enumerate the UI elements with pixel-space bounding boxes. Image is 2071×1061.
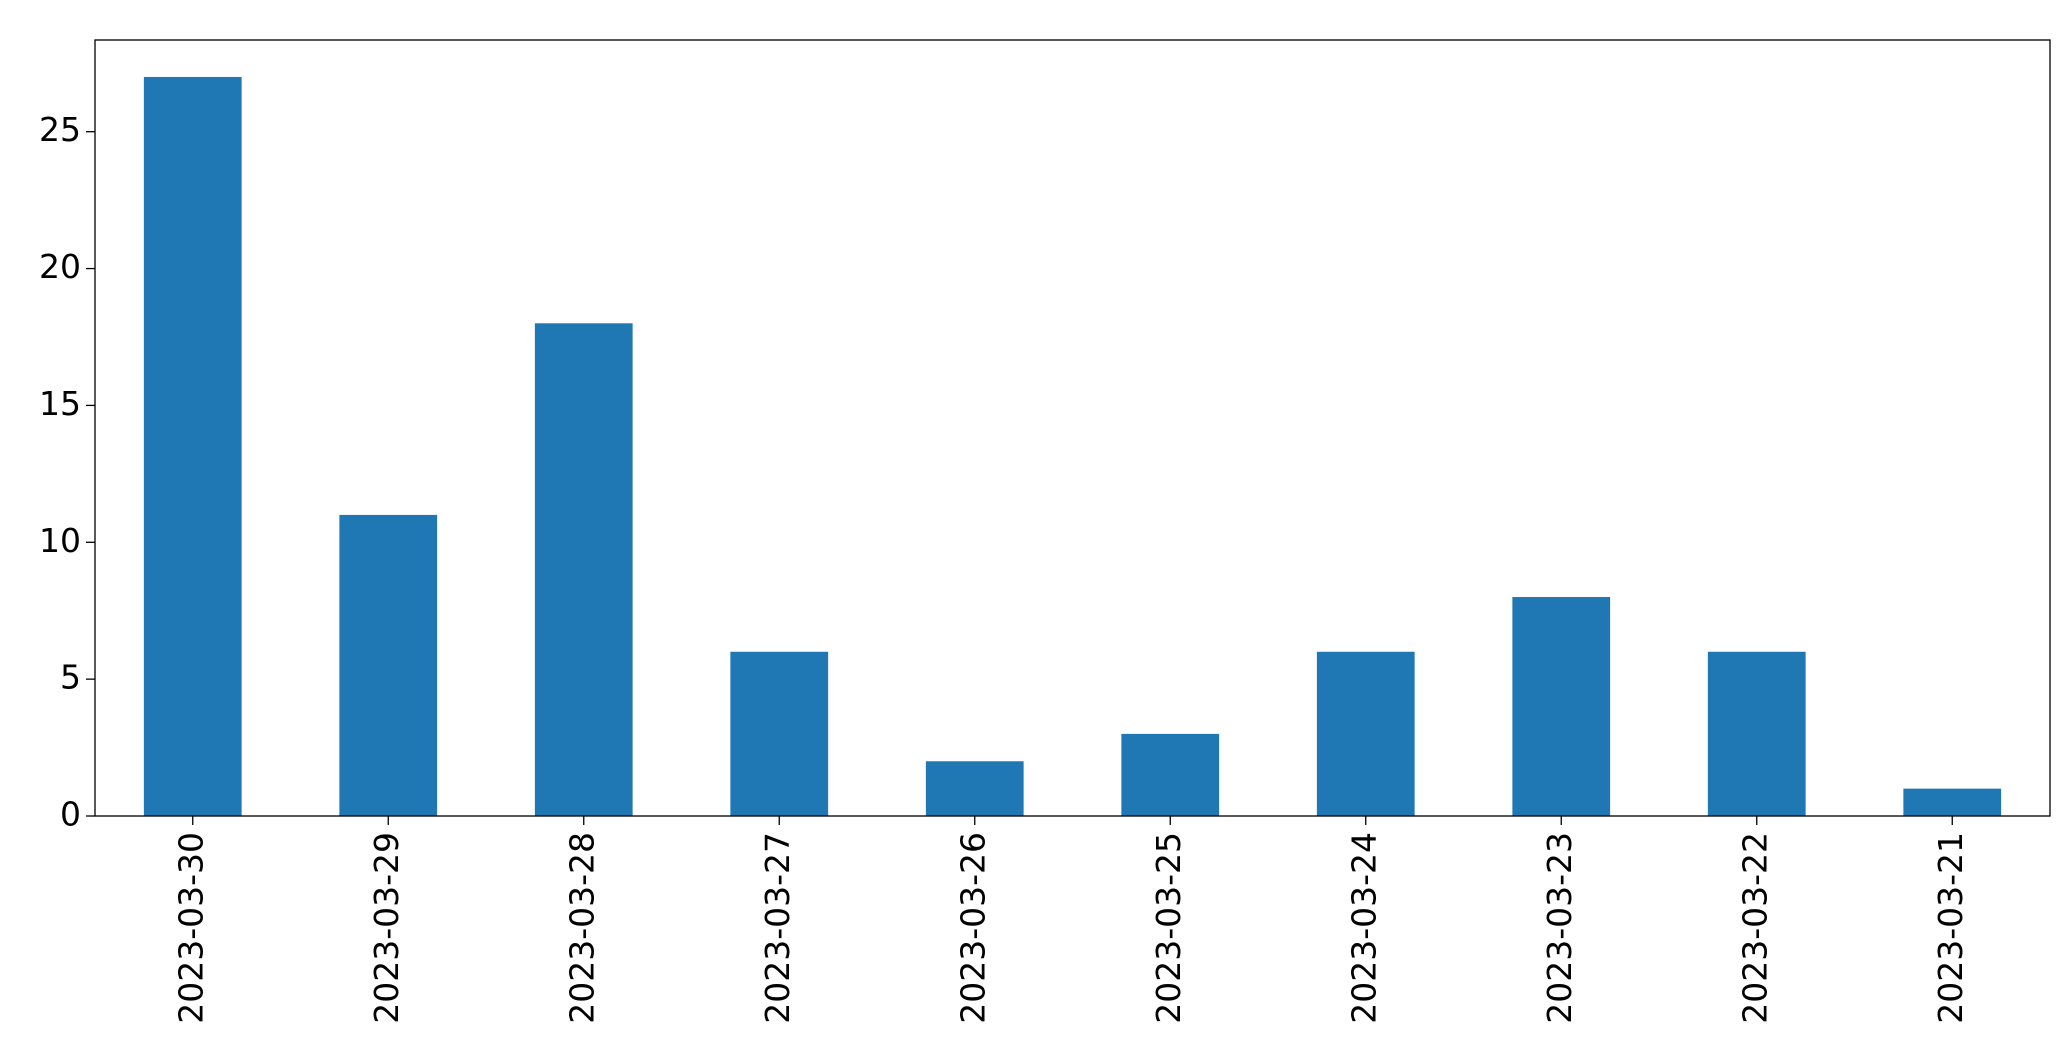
x-tick-label: 2023-03-26 [953, 832, 992, 1024]
plot-frame [94, 39, 2051, 817]
y-tick-label: 20 [39, 247, 81, 286]
bar [143, 76, 242, 816]
x-tick-label: 2023-03-27 [758, 832, 797, 1024]
bar [1512, 597, 1611, 816]
bar [730, 651, 829, 816]
bar [925, 761, 1024, 816]
x-tick-label: 2023-03-23 [1540, 832, 1579, 1024]
x-tick-label: 2023-03-22 [1735, 832, 1774, 1024]
y-tick-label: 10 [39, 521, 81, 560]
x-tick-label: 2023-03-24 [1344, 832, 1383, 1024]
x-tick-label: 2023-03-25 [1149, 832, 1188, 1024]
y-tick-label: 25 [39, 110, 81, 149]
x-tick-label: 2023-03-30 [171, 832, 210, 1024]
bar [339, 514, 438, 816]
x-tick-label: 2023-03-28 [562, 832, 601, 1024]
bar [1903, 788, 2002, 816]
bar [534, 323, 633, 816]
y-tick-label: 5 [60, 658, 81, 697]
y-tick-label: 0 [60, 795, 81, 834]
bar [1121, 733, 1220, 816]
bar [1316, 651, 1415, 816]
x-tick-label: 2023-03-21 [1931, 832, 1970, 1024]
bar [1707, 651, 1806, 816]
y-tick-label: 15 [39, 384, 81, 423]
x-tick-label: 2023-03-29 [367, 832, 406, 1024]
